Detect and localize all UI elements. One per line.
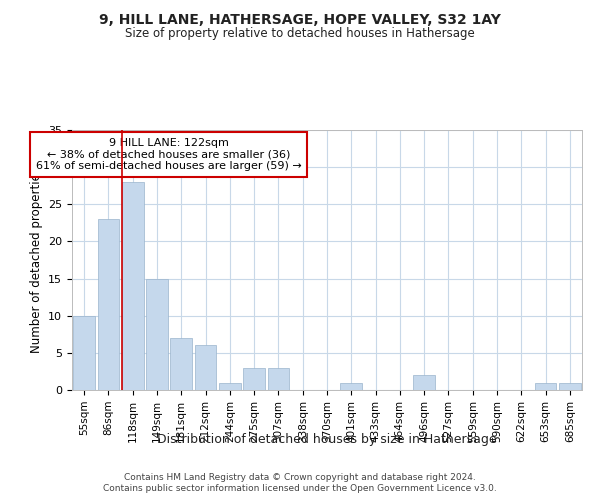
- Bar: [97, 219, 119, 390]
- Y-axis label: Number of detached properties: Number of detached properties: [29, 167, 43, 353]
- Text: Size of property relative to detached houses in Hathersage: Size of property relative to detached ho…: [125, 28, 475, 40]
- Bar: [243, 368, 265, 390]
- Text: Distribution of detached houses by size in Hathersage: Distribution of detached houses by size …: [157, 432, 497, 446]
- Bar: [73, 316, 95, 390]
- Bar: [340, 382, 362, 390]
- Bar: [146, 278, 168, 390]
- Bar: [122, 182, 143, 390]
- Bar: [413, 375, 435, 390]
- Bar: [170, 338, 192, 390]
- Bar: [268, 368, 289, 390]
- Text: Contains HM Land Registry data © Crown copyright and database right 2024.: Contains HM Land Registry data © Crown c…: [124, 472, 476, 482]
- Bar: [559, 382, 581, 390]
- Text: Contains public sector information licensed under the Open Government Licence v3: Contains public sector information licen…: [103, 484, 497, 493]
- Bar: [194, 346, 217, 390]
- Bar: [219, 382, 241, 390]
- Text: 9, HILL LANE, HATHERSAGE, HOPE VALLEY, S32 1AY: 9, HILL LANE, HATHERSAGE, HOPE VALLEY, S…: [99, 12, 501, 26]
- Bar: [535, 382, 556, 390]
- Text: 9 HILL LANE: 122sqm
← 38% of detached houses are smaller (36)
61% of semi-detach: 9 HILL LANE: 122sqm ← 38% of detached ho…: [36, 138, 302, 171]
